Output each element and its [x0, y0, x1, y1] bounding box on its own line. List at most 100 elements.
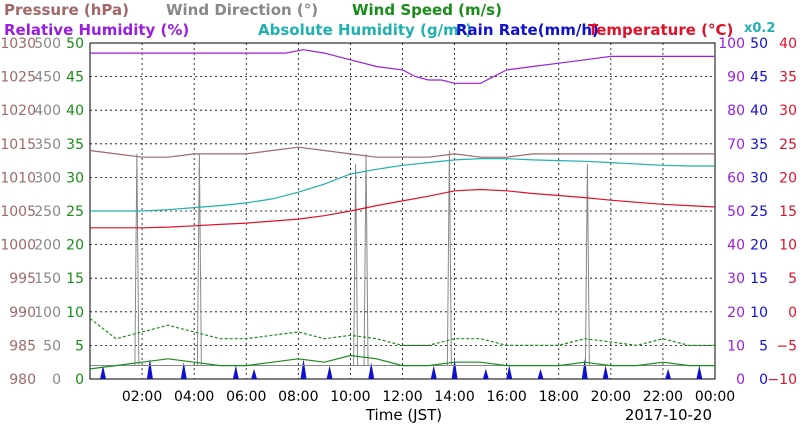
- relative-humidity-tick-label: 70: [727, 137, 745, 153]
- wind-speed-tick-label: 0: [75, 372, 84, 388]
- pressure-tick-label: 1005: [0, 204, 36, 220]
- rain-rate-tick-label: 10: [750, 305, 768, 321]
- rain-rate-burst: [251, 368, 258, 379]
- legend-absolute-humidity: Absolute Humidity (g/m³): [258, 21, 472, 39]
- x-tick-label: 02:00: [122, 389, 162, 405]
- rain-rate-burst: [326, 365, 333, 379]
- wind-speed-tick-label: 25: [66, 204, 84, 220]
- rain-rate-tick-label: 0: [759, 372, 768, 388]
- temperature-line: [90, 188, 716, 229]
- rain-rate-tick-label: 5: [759, 338, 768, 354]
- wind-speed-tick-label: 20: [66, 238, 84, 254]
- pressure-tick-label: 1010: [0, 170, 36, 186]
- pressure-line: [89, 146, 715, 158]
- rain-rate-tick-label: 45: [750, 70, 768, 86]
- relative-humidity-tick-label: 30: [727, 271, 745, 287]
- x-tick-label: 04:00: [174, 389, 214, 405]
- wind-speed-tick-label: 30: [66, 170, 84, 186]
- wind-speed-tick-label: 10: [66, 305, 84, 321]
- wind-direction-tick-label: 400: [34, 103, 61, 119]
- x-tick-label: 18:00: [539, 389, 579, 405]
- pressure-tick-label: 1000: [0, 238, 36, 254]
- grid: [90, 43, 715, 379]
- wind-direction-spike: [584, 163, 590, 366]
- wind-direction-spike: [134, 153, 140, 366]
- temperature-tick-label: 10: [779, 238, 797, 254]
- rain-rate-burst: [602, 365, 609, 379]
- rain-rate-burst: [581, 358, 588, 379]
- right-axes: 1009080706050403020100504540353025201510…: [718, 36, 797, 388]
- legend-rain-rate: Rain Rate(mm/h): [456, 21, 599, 39]
- x-axis: 02:00 04:00 06:00 08:00 10:00 12:00 14:00 16:00…: [122, 389, 735, 405]
- wind-speed-tick-label: 35: [66, 137, 84, 153]
- rain-rate-burst: [430, 365, 437, 379]
- rain-rate-burst: [482, 368, 489, 379]
- legend-temperature: Temperature (°C): [588, 21, 733, 39]
- pressure-tick-label: 990: [9, 305, 36, 321]
- rain-rate-burst: [300, 358, 307, 379]
- relative-humidity-tick-label: 80: [727, 103, 745, 119]
- rain-rate-burst: [506, 365, 513, 379]
- wind-speed-gust-line: [89, 318, 715, 347]
- rain-rate-burst: [100, 365, 107, 379]
- relative-humidity-tick-label: 40: [727, 238, 745, 254]
- x-axis-label: Time (JST): [365, 406, 442, 424]
- wind-speed-tick-label: 5: [75, 338, 84, 354]
- x-tick-label: 22:00: [643, 389, 683, 405]
- wind-direction-tick-label: 200: [34, 238, 61, 254]
- wind-direction-spike: [363, 153, 369, 366]
- date-label: 2017-10-20: [625, 406, 712, 424]
- legend-pressure: Pressure (hPa): [4, 1, 129, 19]
- rain-rate-burst: [451, 358, 458, 379]
- temperature-tick-label: 15: [779, 204, 797, 220]
- wind-direction-tick-label: 450: [34, 70, 61, 86]
- wind-direction-tick-label: 0: [52, 372, 61, 388]
- relative-humidity-tick-label: 20: [727, 305, 745, 321]
- temperature-tick-label: 5: [788, 271, 797, 287]
- pressure-tick-label: 1025: [0, 70, 36, 86]
- x-tick-label: 06:00: [226, 389, 266, 405]
- wind-direction-tick-label: 350: [34, 137, 61, 153]
- x-tick-label: 20:00: [591, 389, 631, 405]
- pressure-tick-label: 1015: [0, 137, 36, 153]
- wind-speed-tick-label: 45: [66, 70, 84, 86]
- rain-rate-burst: [537, 368, 544, 379]
- pressure-tick-label: 980: [9, 372, 36, 388]
- rain-rate-burst: [696, 365, 703, 379]
- x-tick-label: 00:00: [695, 389, 735, 405]
- wind-speed-tick-label: 40: [66, 103, 84, 119]
- legend-wind-direction: Wind Direction (°): [166, 1, 318, 19]
- wind-speed-tick-label: 15: [66, 271, 84, 287]
- relative-humidity-tick-label: 60: [727, 170, 745, 186]
- relative-humidity-line: [90, 49, 715, 84]
- rain-rate-tick-label: 20: [750, 238, 768, 254]
- temperature-tick-label: 40: [779, 36, 797, 52]
- wind-speed-tick-label: 50: [66, 36, 84, 52]
- series-layer: [89, 49, 716, 379]
- x-tick-label: 12:00: [382, 389, 422, 405]
- temperature-tick-label: −5: [776, 338, 797, 354]
- wind-direction-spike: [446, 150, 452, 366]
- legend-relative-humidity: Relative Humidity (%): [4, 21, 189, 39]
- rain-rate-tick-label: 40: [750, 103, 768, 119]
- wind-direction-tick-label: 50: [43, 338, 61, 354]
- legend-multiplier: x0.2: [744, 21, 775, 36]
- rain-rate-burst: [665, 368, 672, 379]
- pressure-tick-label: 1030: [0, 36, 36, 52]
- rain-rate-tick-label: 15: [750, 271, 768, 287]
- rain-rate-burst: [146, 358, 153, 379]
- relative-humidity-tick-label: 50: [727, 204, 745, 220]
- wind-direction-tick-label: 100: [34, 305, 61, 321]
- legend: Pressure (hPa) Wind Direction (°) Wind S…: [4, 1, 775, 39]
- rain-rate-tick-label: 50: [750, 36, 768, 52]
- rain-rate-tick-label: 25: [750, 204, 768, 220]
- wind-speed-line: [89, 354, 715, 370]
- rain-rate-burst: [232, 365, 239, 379]
- temperature-tick-label: 25: [779, 137, 797, 153]
- temperature-tick-label: 20: [779, 170, 797, 186]
- legend-wind-speed: Wind Speed (m/s): [352, 1, 502, 19]
- wind-direction-tick-label: 300: [34, 170, 61, 186]
- pressure-tick-label: 995: [9, 271, 36, 287]
- relative-humidity-tick-label: 0: [736, 372, 745, 388]
